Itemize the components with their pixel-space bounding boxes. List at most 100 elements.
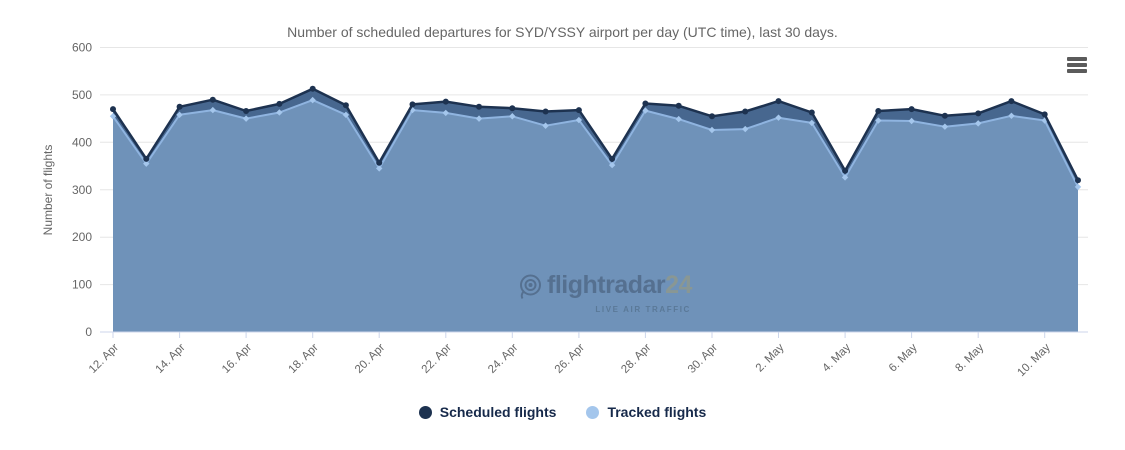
tracked-point[interactable] (941, 123, 949, 130)
tracked-point[interactable] (109, 113, 117, 120)
x-axis-label: 2. May (754, 341, 787, 374)
tracked-point[interactable] (675, 115, 682, 123)
scheduled-point[interactable] (742, 108, 749, 115)
tracked-area (113, 100, 1078, 332)
tracked-point[interactable] (242, 115, 250, 122)
scheduled-line (111, 87, 1080, 181)
export-menu-button[interactable] (1062, 52, 1092, 78)
scheduled-point[interactable] (342, 102, 349, 109)
y-axis-label: 200 (72, 230, 92, 244)
tracked-point[interactable] (742, 125, 749, 133)
y-axis-label: 100 (72, 278, 92, 292)
hamburger-icon (1067, 63, 1087, 67)
x-axis-label: 6. May (887, 341, 920, 374)
flightradar24-watermark: flightradar24 LIVE AIR TRAFFIC (516, 271, 692, 314)
x-axis-label: 14. Apr (153, 342, 187, 376)
scheduled-point[interactable] (110, 106, 116, 113)
scheduled-point[interactable] (143, 155, 150, 162)
scheduled-point[interactable] (775, 98, 782, 105)
y-axis-label: 400 (72, 135, 92, 149)
scheduled-point[interactable] (709, 113, 715, 120)
scheduled-point[interactable] (875, 108, 882, 114)
legend-item-scheduled[interactable]: Scheduled flights (418, 404, 557, 420)
y-axis-label: 600 (72, 41, 92, 55)
scheduled-point[interactable] (1041, 111, 1048, 118)
y-axis-label: 500 (72, 88, 92, 102)
x-axis-label: 8. May (953, 341, 986, 374)
tracked-point[interactable] (1008, 112, 1015, 119)
scheduled-point[interactable] (609, 155, 616, 162)
x-axis-label: 22. Apr (420, 342, 454, 376)
scheduled-point[interactable] (842, 167, 849, 174)
x-axis-label: 24. Apr (486, 342, 520, 376)
tracked-point[interactable] (309, 96, 316, 104)
scheduled-point[interactable] (176, 103, 183, 110)
tracked-point[interactable] (974, 120, 982, 127)
scheduled-point[interactable] (808, 109, 815, 116)
hamburger-icon (1067, 57, 1087, 61)
chart-title: Number of scheduled departures for SYD/Y… (287, 24, 838, 40)
scheduled-point[interactable] (575, 107, 582, 114)
x-axis-label: 28. Apr (619, 342, 653, 376)
tracked-point[interactable] (808, 119, 815, 127)
watermark-number: 24 (665, 271, 692, 299)
tracked-point[interactable] (775, 114, 782, 121)
y-axis-label: 0 (85, 325, 92, 339)
scheduled-legend-dot-icon (418, 405, 432, 419)
tracked-point[interactable] (442, 109, 449, 117)
scheduled-point[interactable] (1075, 177, 1081, 184)
tracked-legend-dot-icon (586, 405, 600, 419)
scheduled-point[interactable] (476, 103, 482, 110)
tracked-point[interactable] (209, 106, 217, 114)
scheduled-point[interactable] (309, 85, 316, 92)
tracked-point[interactable] (376, 165, 383, 172)
tracked-point[interactable] (908, 117, 915, 125)
tracked-point[interactable] (575, 116, 583, 124)
watermark-brand: flightradar (547, 271, 666, 299)
tracked-line (112, 99, 1079, 188)
x-axis-label: 30. Apr (686, 342, 720, 376)
tracked-point[interactable] (875, 117, 882, 124)
tracked-point[interactable] (1041, 117, 1048, 124)
tracked-point[interactable] (509, 113, 516, 120)
x-axis-label: 12. Apr (87, 342, 121, 376)
scheduled-point[interactable] (442, 98, 449, 105)
scheduled-point[interactable] (642, 100, 649, 107)
tracked-point[interactable] (642, 107, 649, 114)
scheduled-point[interactable] (975, 110, 982, 117)
watermark-tagline: LIVE AIR TRAFFIC (595, 305, 691, 314)
x-axis-label: 26. Apr (553, 342, 587, 376)
hamburger-icon (1067, 69, 1087, 73)
scheduled-point[interactable] (243, 108, 250, 114)
x-axis-label: 18. Apr (287, 342, 321, 376)
watermark-text: flightradar24 LIVE AIR TRAFFIC (547, 271, 692, 314)
scheduled-point[interactable] (675, 102, 682, 109)
scheduled-point[interactable] (509, 105, 516, 112)
tracked-point[interactable] (608, 161, 616, 169)
legend: Scheduled flights Tracked flights (0, 404, 1125, 420)
tracked-point[interactable] (342, 111, 350, 119)
scheduled-point[interactable] (409, 101, 416, 108)
tracked-point[interactable] (143, 160, 150, 167)
scheduled-point[interactable] (1008, 98, 1015, 105)
scheduled-point[interactable] (276, 100, 283, 107)
scheduled-point[interactable] (209, 96, 216, 103)
tracked-point[interactable] (276, 109, 283, 116)
tracked-point[interactable] (475, 115, 483, 122)
tracked-point[interactable] (176, 111, 183, 119)
legend-label-scheduled: Scheduled flights (439, 404, 557, 420)
y-axis-label: 300 (72, 183, 92, 197)
scheduled-point[interactable] (941, 112, 948, 119)
tracked-point[interactable] (542, 122, 549, 129)
x-axis-label: 16. Apr (220, 342, 254, 376)
tracked-point[interactable] (708, 126, 716, 134)
legend-item-tracked[interactable]: Tracked flights (586, 404, 706, 420)
x-axis-label: 4. May (820, 341, 853, 374)
scheduled-point[interactable] (542, 108, 549, 115)
tracked-point[interactable] (841, 174, 849, 181)
scheduled-point[interactable] (376, 159, 383, 166)
tracked-point[interactable] (1074, 183, 1082, 191)
scheduled-point[interactable] (908, 106, 915, 113)
x-axis-label: 20. Apr (353, 342, 387, 376)
